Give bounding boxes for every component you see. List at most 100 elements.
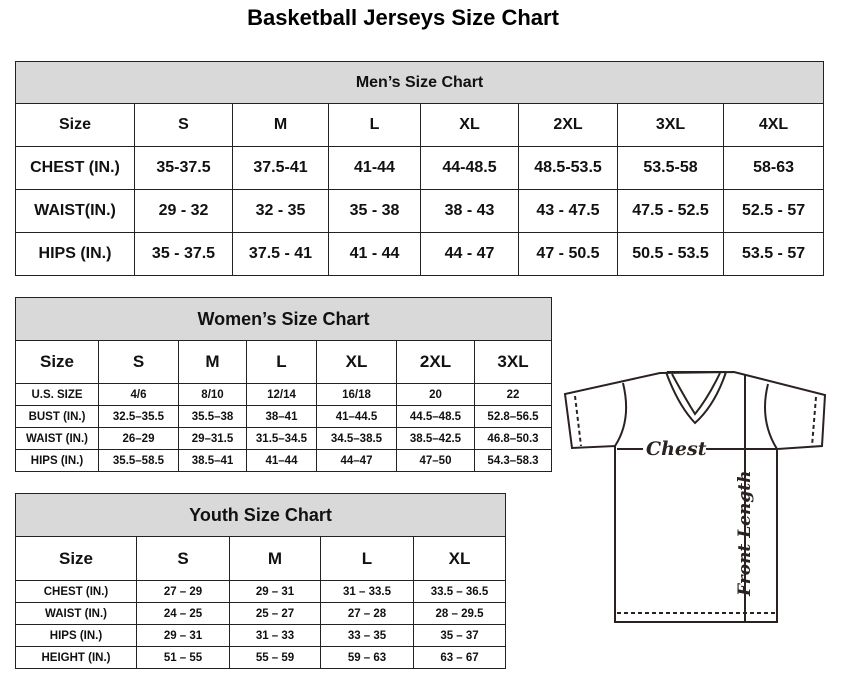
table-cell: 38 - 43 xyxy=(420,189,519,233)
table-cell: 35 – 37 xyxy=(412,624,507,647)
table-cell: 46.8–50.3 xyxy=(473,427,553,450)
table-cell: 55 – 59 xyxy=(229,646,321,669)
column-header: L xyxy=(246,340,317,384)
table-row: HEIGHT (IN.) 51 – 55 55 – 59 59 – 63 63 – 67 xyxy=(15,646,507,669)
table-cell: 25 – 27 xyxy=(229,602,321,625)
row-label: WAIST (IN.) xyxy=(15,427,99,450)
table-cell: 53.5-58 xyxy=(617,146,724,190)
table-cell: 41 - 44 xyxy=(328,232,421,276)
column-header: Size xyxy=(15,103,135,147)
table-cell: 29 – 31 xyxy=(229,580,321,603)
header-row: Size S M L XL xyxy=(15,536,507,581)
column-header: 3XL xyxy=(617,103,724,147)
header-row: Size S M L XL 2XL 3XL 4XL xyxy=(15,103,825,147)
column-header: L xyxy=(320,536,414,581)
jersey-outline xyxy=(563,370,827,623)
table-cell: 35.5–38 xyxy=(178,405,247,428)
row-label: HEIGHT (IN.) xyxy=(15,646,137,669)
table-cell: 53.5 - 57 xyxy=(722,232,825,276)
table-row: WAIST (IN.) 24 – 25 25 – 27 27 – 28 28 – 29.… xyxy=(15,602,507,625)
column-header: 2XL xyxy=(518,103,618,147)
table-cell: 38.5–41 xyxy=(178,449,247,472)
column-header: M xyxy=(178,340,247,384)
table-cell: 38.5–42.5 xyxy=(396,427,475,450)
table-cell: 63 – 67 xyxy=(412,646,507,669)
table-cell: 27 – 29 xyxy=(136,580,230,603)
row-label: HIPS (IN.) xyxy=(15,449,99,472)
table-cell: 41–44 xyxy=(246,449,317,472)
table-title: Men’s Size Chart xyxy=(14,61,825,104)
table-cell: 29 – 31 xyxy=(136,624,230,647)
table-cell: 59 – 63 xyxy=(320,646,414,669)
row-label: BUST (IN.) xyxy=(15,405,99,428)
table-row: U.S. SIZE 4/6 8/10 12/14 16/18 20 22 xyxy=(15,383,553,406)
table-cell: 34.5–38.5 xyxy=(316,427,397,450)
mens-size-table: Men’s Size Chart Size S M L XL 2XL 3XL 4XL CHEST … xyxy=(14,61,825,276)
column-header: 3XL xyxy=(473,340,553,384)
table-cell: 29 - 32 xyxy=(134,189,233,233)
table-row: HIPS (IN.) 35 - 37.5 37.5 - 41 41 - 44 44 - … xyxy=(15,232,825,276)
table-cell: 29–31.5 xyxy=(178,427,247,450)
row-label: U.S. SIZE xyxy=(15,383,99,406)
column-header: XL xyxy=(412,536,507,581)
column-header: XL xyxy=(316,340,397,384)
row-label: HIPS (IN.) xyxy=(15,232,135,276)
table-cell: 12/14 xyxy=(246,383,317,406)
table-cell: 41–44.5 xyxy=(316,405,397,428)
table-cell: 44.5–48.5 xyxy=(396,405,475,428)
table-cell: 37.5 - 41 xyxy=(232,232,329,276)
row-label: HIPS (IN.) xyxy=(15,624,137,647)
table-cell: 31 – 33 xyxy=(229,624,321,647)
table-cell: 32.5–35.5 xyxy=(98,405,179,428)
table-cell: 48.5-53.5 xyxy=(518,146,618,190)
table-row: CHEST (IN.) 27 – 29 29 – 31 31 – 33.5 33.5 –… xyxy=(15,580,507,603)
table-cell: 52.5 - 57 xyxy=(722,189,825,233)
column-header: 4XL xyxy=(722,103,825,147)
table-cell: 47.5 - 52.5 xyxy=(617,189,724,233)
column-header: M xyxy=(232,103,329,147)
table-cell: 58-63 xyxy=(722,146,825,190)
column-header: 2XL xyxy=(396,340,475,384)
table-cell: 38–41 xyxy=(246,405,317,428)
column-header: Size xyxy=(15,536,137,581)
table-cell: 35-37.5 xyxy=(134,146,233,190)
table-cell: 50.5 - 53.5 xyxy=(617,232,724,276)
table-row: WAIST(IN.) 29 - 32 32 - 35 35 - 38 38 - 43 43… xyxy=(15,189,825,233)
table-cell: 47 - 50.5 xyxy=(518,232,618,276)
header-row: Size S M L XL 2XL 3XL xyxy=(15,340,553,384)
table-cell: 44 - 47 xyxy=(420,232,519,276)
jersey-diagram: Chest Front Length xyxy=(563,370,827,623)
table-cell: 33.5 – 36.5 xyxy=(412,580,507,603)
table-cell: 33 – 35 xyxy=(320,624,414,647)
table-cell: 37.5-41 xyxy=(232,146,329,190)
table-cell: 31 – 33.5 xyxy=(320,580,414,603)
table-cell: 35 - 38 xyxy=(328,189,421,233)
row-label: CHEST (IN.) xyxy=(15,580,137,603)
column-header: S xyxy=(134,103,233,147)
table-row: HIPS (IN.) 29 – 31 31 – 33 33 – 35 35 – 37 xyxy=(15,624,507,647)
youth-size-table: Youth Size Chart Size S M L XL CHEST (IN.) 27 –… xyxy=(14,493,507,669)
column-header: S xyxy=(136,536,230,581)
table-cell: 28 – 29.5 xyxy=(412,602,507,625)
table-cell: 22 xyxy=(473,383,553,406)
column-header: Size xyxy=(15,340,99,384)
table-cell: 26–29 xyxy=(98,427,179,450)
table-title: Youth Size Chart xyxy=(14,493,507,537)
table-cell: 44-48.5 xyxy=(420,146,519,190)
table-cell: 20 xyxy=(396,383,475,406)
womens-size-table: Women’s Size Chart Size S M L XL 2XL 3XL U.S. SI… xyxy=(14,297,553,472)
table-cell: 51 – 55 xyxy=(136,646,230,669)
table-cell: 8/10 xyxy=(178,383,247,406)
column-header: XL xyxy=(420,103,519,147)
table-row: WAIST (IN.) 26–29 29–31.5 31.5–34.5 34.5–38.… xyxy=(15,427,553,450)
table-row: HIPS (IN.) 35.5–58.5 38.5–41 41–44 44–47 47–5… xyxy=(15,449,553,472)
table-row: CHEST (IN.) 35-37.5 37.5-41 41-44 44-48.5 48.… xyxy=(15,146,825,190)
column-header: S xyxy=(98,340,179,384)
table-cell: 16/18 xyxy=(316,383,397,406)
table-cell: 43 - 47.5 xyxy=(518,189,618,233)
table-cell: 41-44 xyxy=(328,146,421,190)
table-cell: 54.3–58.3 xyxy=(473,449,553,472)
table-cell: 4/6 xyxy=(98,383,179,406)
table-row: BUST (IN.) 32.5–35.5 35.5–38 38–41 41–44.5 44… xyxy=(15,405,553,428)
table-cell: 27 – 28 xyxy=(320,602,414,625)
